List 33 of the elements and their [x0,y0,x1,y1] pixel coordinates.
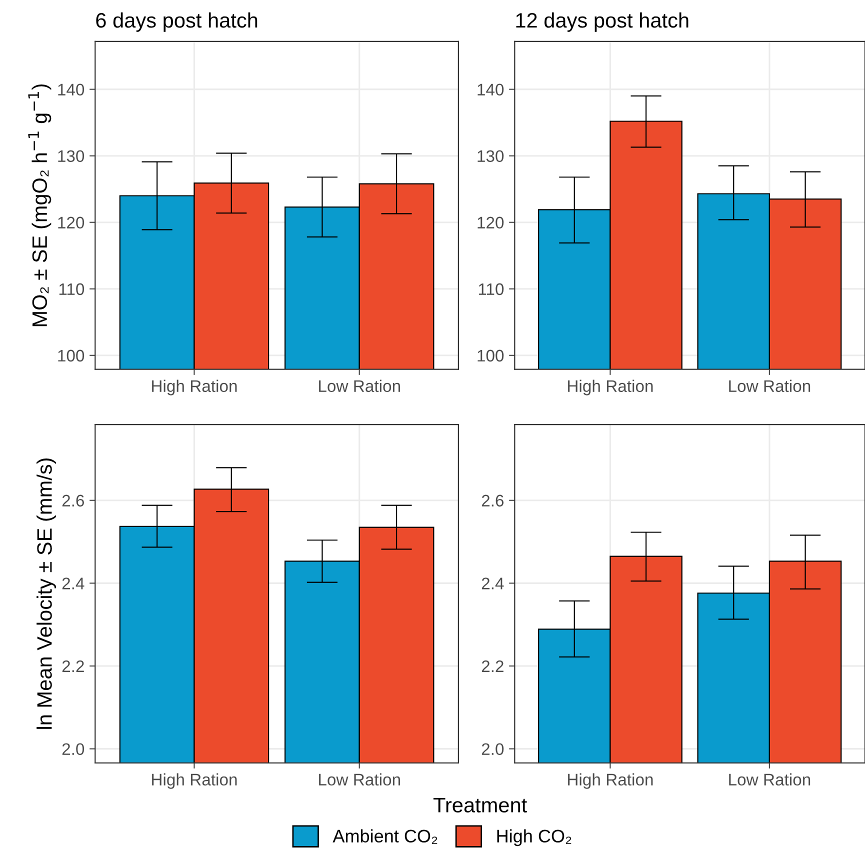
y-tick-label: 130 [58,150,84,162]
y-tick-label: 2.4 [482,578,504,590]
x-axis-title: Treatment [433,798,528,812]
y-axis-title: MO₂ ± SE (mgO₂ h$^{−1}$ g$^{−1}$) [28,84,52,326]
x-tick-label: Low Ration [729,380,810,392]
y-tick-label: 100 [478,350,504,362]
y-tick-label: 2.2 [62,660,84,672]
x-tick-label: Low Ration [319,380,400,392]
y-tick-label: 120 [478,216,504,229]
y-tick-label: 2.0 [482,743,504,756]
y-tick-label: 140 [478,84,504,96]
y-tick-label: 110 [59,283,84,296]
x-tick-label: Low Ration [319,773,400,786]
y-tick-label: 120 [58,216,84,229]
y-tick-label: 140 [58,84,84,96]
y-axis-title: ln Mean Velocity ± SE (mm/s) [36,458,56,729]
y-tick-label: 2.6 [62,494,84,507]
y-tick-label: 100 [58,350,84,362]
x-tick-label: High Ration [568,380,653,396]
y-tick-label: 130 [478,150,504,162]
x-tick-label: Low Ration [729,773,810,786]
y-tick-label: 2.2 [482,660,504,672]
legend-label: Ambient CO₂ [332,829,438,844]
x-tick-label: High Ration [152,380,237,396]
y-tick-label: 2.6 [482,494,504,507]
y-tick-label: 110 [478,283,504,296]
chart-title: 12 days post hatch [516,12,688,32]
legend-label: High CO₂ [497,829,572,846]
x-tick-label: High Ration [568,773,653,789]
y-tick-label: 2.0 [62,743,84,756]
y-tick-label: 2.4 [62,578,84,590]
chart-title: 6 days post hatch [96,12,258,32]
x-tick-label: High Ration [152,773,237,789]
